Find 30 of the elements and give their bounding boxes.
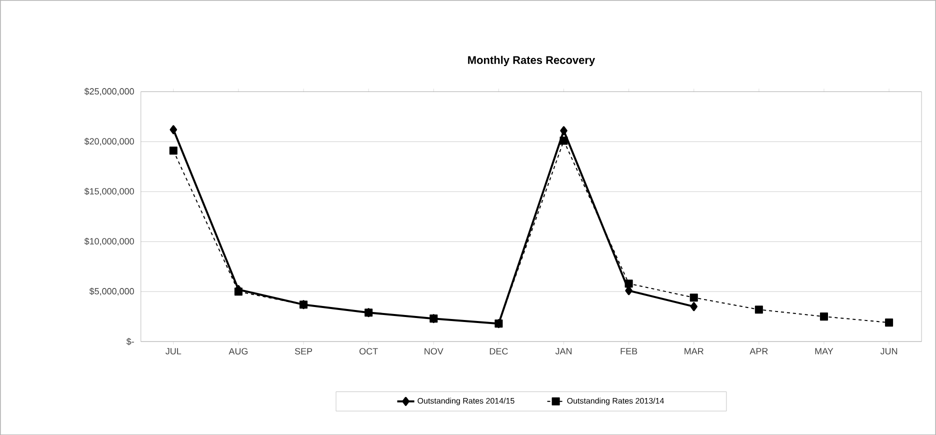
x-tick-label: JUL — [166, 348, 182, 354]
chart-title: Monthly Rates Recovery — [468, 56, 596, 66]
point — [234, 287, 242, 296]
y-tick-label: $5,000,000 — [89, 288, 134, 296]
x-tick-label: JUN — [880, 348, 898, 354]
point — [170, 125, 178, 134]
point — [169, 146, 178, 155]
x-tick-label: MAR — [684, 348, 704, 354]
x-tick-label: NOV — [424, 348, 444, 354]
y-tick-label: $10,000,000 — [84, 238, 134, 246]
point — [885, 318, 894, 326]
x-tick-label: OCT — [360, 348, 378, 354]
x-tick-label: SEP — [294, 348, 312, 354]
y-tick-label: $- — [126, 338, 134, 346]
x-tick-label: JAN — [555, 348, 572, 354]
point — [560, 126, 568, 136]
point — [560, 136, 568, 145]
point — [624, 279, 633, 288]
point — [754, 305, 763, 314]
x-tick-label: MAY — [815, 348, 834, 354]
point — [820, 312, 828, 320]
y-tick-label: $25,000,000 — [84, 88, 134, 96]
x-tick-label: FEB — [620, 348, 638, 354]
y-tick-label: $20,000,000 — [84, 138, 134, 146]
x-tick-label: APR — [750, 348, 768, 354]
y-tick-label: $15,000,000 — [84, 188, 134, 196]
point — [690, 293, 698, 302]
point — [690, 302, 698, 311]
x-tick-label: DEC — [490, 348, 508, 354]
x-tick-label: AUG — [228, 348, 248, 354]
